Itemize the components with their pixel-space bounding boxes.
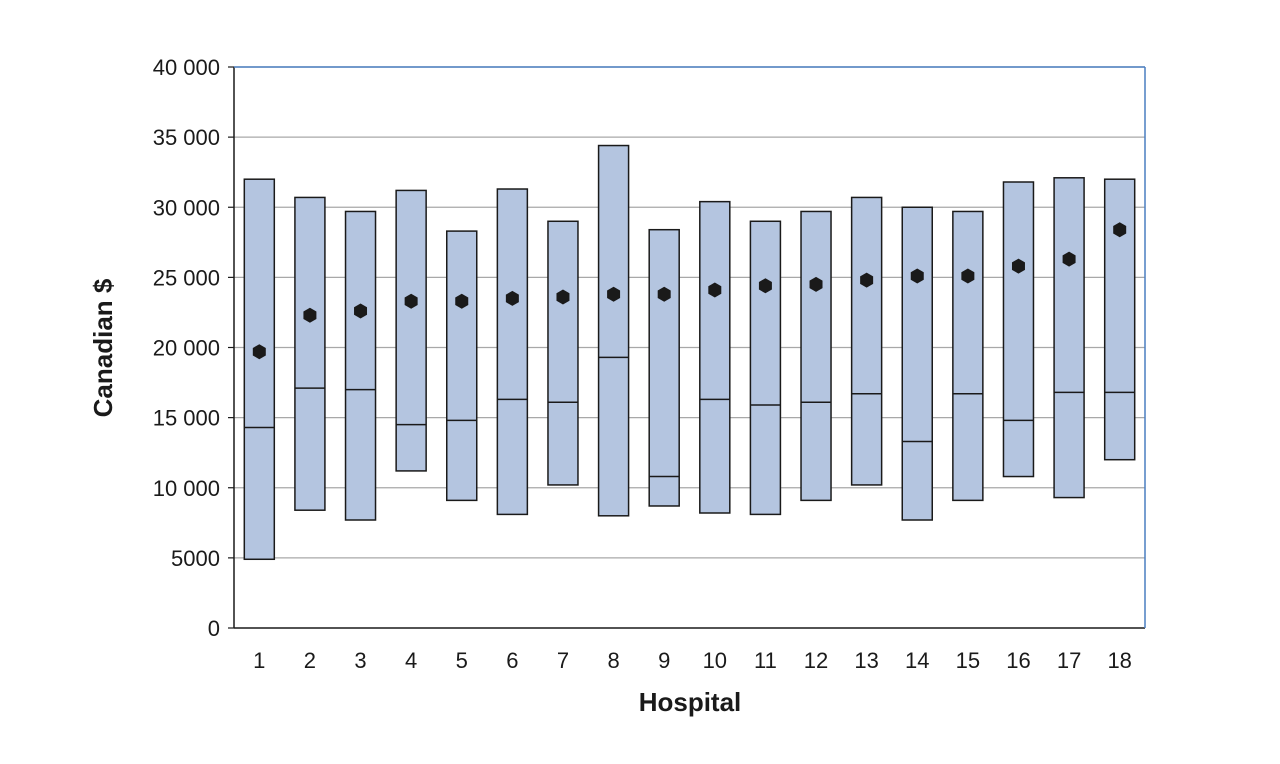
range-bar — [294, 196, 326, 511]
mean-marker — [404, 293, 418, 309]
range-bar — [699, 200, 731, 514]
range-bar — [344, 210, 377, 521]
x-tick-label: 7 — [557, 648, 569, 673]
x-tick-label: 6 — [506, 648, 518, 673]
range-bar — [1053, 177, 1085, 499]
range-bar — [597, 144, 630, 517]
x-tick-label: 11 — [754, 648, 777, 673]
y-tick-label: 25 000 — [153, 265, 220, 290]
y-tick-label: 20 000 — [153, 336, 220, 361]
x-axis-title: Hospital — [639, 687, 742, 717]
range-bar — [395, 189, 427, 472]
range-bar — [749, 220, 782, 516]
mean-marker — [455, 293, 469, 309]
range-bar — [243, 178, 276, 561]
range-bar — [952, 210, 984, 502]
y-tick-label: 5000 — [171, 546, 220, 571]
mean-marker — [809, 276, 823, 292]
mean-marker — [961, 268, 975, 284]
range-bar — [800, 210, 832, 502]
x-tick-label: 15 — [956, 648, 980, 673]
y-tick-label: 40 000 — [153, 55, 220, 80]
x-tick-label: 5 — [456, 648, 468, 673]
x-tick-label: 3 — [354, 648, 366, 673]
mean-marker — [556, 289, 570, 305]
mean-marker — [1011, 258, 1025, 274]
x-tick-label: 8 — [607, 648, 619, 673]
x-tick-label: 18 — [1107, 648, 1131, 673]
x-tick-label: 4 — [405, 648, 417, 673]
x-tick-label: 14 — [905, 648, 929, 673]
mean-marker — [252, 344, 266, 360]
gridlines — [234, 66, 1145, 559]
range-bar — [547, 220, 579, 486]
x-tick-label: 17 — [1057, 648, 1081, 673]
mean-marker — [1113, 222, 1127, 238]
x-tick-label: 9 — [658, 648, 670, 673]
range-bar — [648, 228, 680, 507]
y-tick-label: 0 — [208, 616, 220, 641]
plot-frame — [228, 66, 1146, 629]
mean-marker — [910, 268, 924, 284]
range-bar — [1103, 178, 1136, 461]
x-tick-label: 2 — [304, 648, 316, 673]
x-tick-label: 12 — [804, 648, 828, 673]
mean-marker — [758, 278, 772, 294]
x-tick-label: 1 — [253, 648, 265, 673]
x-tick-label: 13 — [854, 648, 878, 673]
mean-marker — [657, 286, 671, 302]
y-tick-label: 10 000 — [153, 476, 220, 501]
mean-marker — [505, 290, 519, 306]
mean-marker — [708, 282, 722, 298]
y-tick-label: 15 000 — [153, 406, 220, 431]
range-bar — [850, 196, 883, 486]
y-axis-title: Canadian $ — [88, 278, 118, 417]
x-tick-label: 10 — [703, 648, 727, 673]
mean-marker — [860, 272, 874, 288]
y-tick-label: 30 000 — [153, 195, 220, 220]
range-bar — [446, 230, 478, 502]
x-tick-label: 16 — [1006, 648, 1030, 673]
mean-marker — [1062, 251, 1076, 267]
mean-marker — [607, 286, 621, 302]
y-tick-label: 35 000 — [153, 125, 220, 150]
range-bar — [1002, 181, 1035, 478]
mean-marker — [354, 303, 368, 319]
range-bar — [496, 188, 529, 516]
mean-marker — [303, 307, 317, 323]
range-bar — [901, 206, 933, 521]
y-axis-tick-labels: 0 5000 10 000 15 000 20 000 25 000 30 000 35 00… — [153, 55, 220, 641]
range-bars — [243, 144, 1136, 561]
x-axis-tick-labels: 1 2 3 4 5 6 7 8 9 10 11 12 13 14 15 16 17 18 — [253, 648, 1132, 673]
